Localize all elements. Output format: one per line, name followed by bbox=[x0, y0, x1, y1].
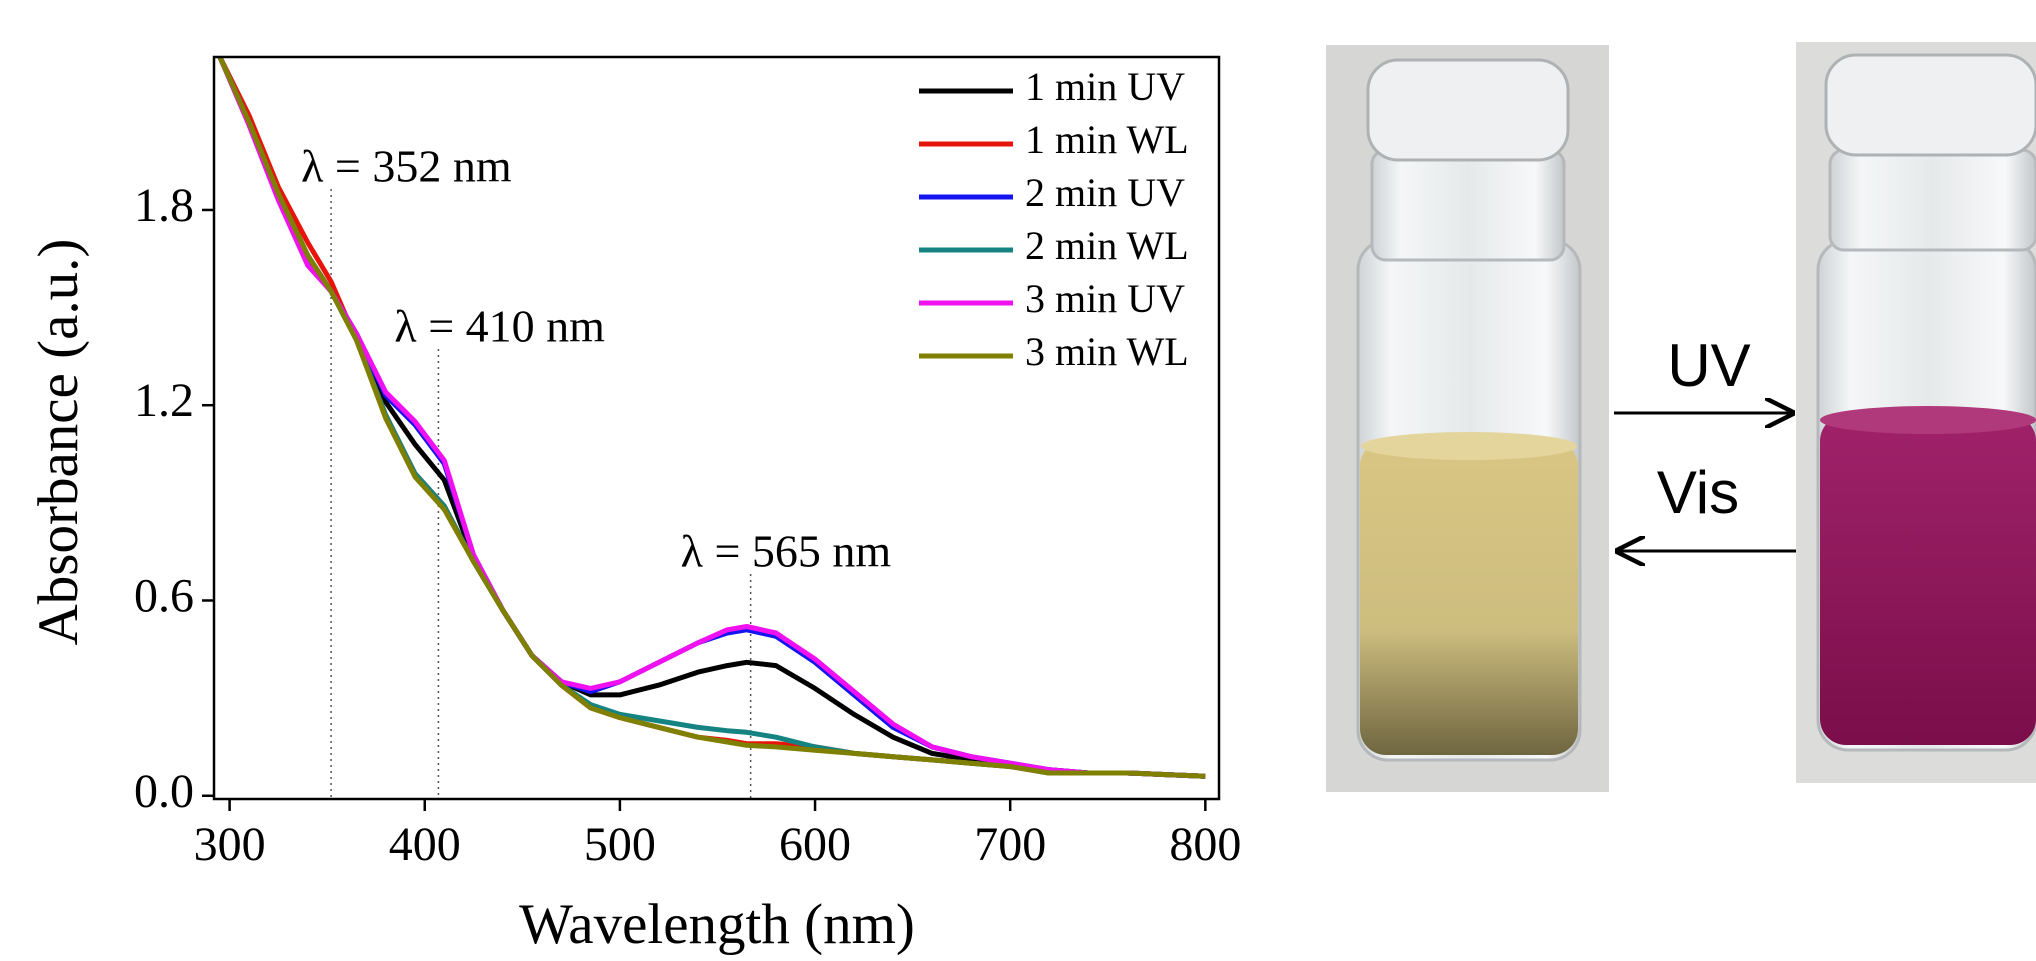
annotation: λ = 565 nm bbox=[681, 526, 892, 577]
y-axis-title: Absorbance (a.u.) bbox=[27, 239, 90, 646]
legend-label: 3 min UV bbox=[1025, 276, 1185, 321]
legend-label: 2 min UV bbox=[1025, 170, 1185, 215]
arrow-label: Vis bbox=[1657, 459, 1739, 526]
legend-label: 1 min UV bbox=[1025, 64, 1185, 109]
legend-label: 3 min WL bbox=[1025, 329, 1189, 374]
x-tick-label: 700 bbox=[974, 818, 1046, 871]
photo-left bbox=[1326, 45, 1609, 792]
x-tick-label: 800 bbox=[1169, 818, 1241, 871]
legend-label: 1 min WL bbox=[1025, 117, 1189, 162]
arrow-label: UV bbox=[1667, 332, 1750, 399]
x-tick-label: 300 bbox=[194, 818, 266, 871]
y-tick-label: 1.8 bbox=[134, 179, 194, 232]
photo-right bbox=[1796, 42, 2036, 783]
annotation: λ = 410 nm bbox=[394, 301, 605, 352]
figure: UV Vis Wavelength (nm) Absorbance (a.u.)… bbox=[0, 0, 2036, 961]
x-tick-label: 600 bbox=[779, 818, 851, 871]
x-axis-title: Wavelength (nm) bbox=[519, 893, 915, 956]
y-tick-label: 1.2 bbox=[134, 374, 194, 427]
x-tick-label: 500 bbox=[584, 818, 656, 871]
annotation: λ = 352 nm bbox=[301, 141, 512, 192]
y-tick-label: 0.0 bbox=[134, 765, 194, 818]
y-tick-label: 0.6 bbox=[134, 569, 194, 622]
legend-label: 2 min WL bbox=[1025, 223, 1189, 268]
x-tick-label: 400 bbox=[389, 818, 461, 871]
